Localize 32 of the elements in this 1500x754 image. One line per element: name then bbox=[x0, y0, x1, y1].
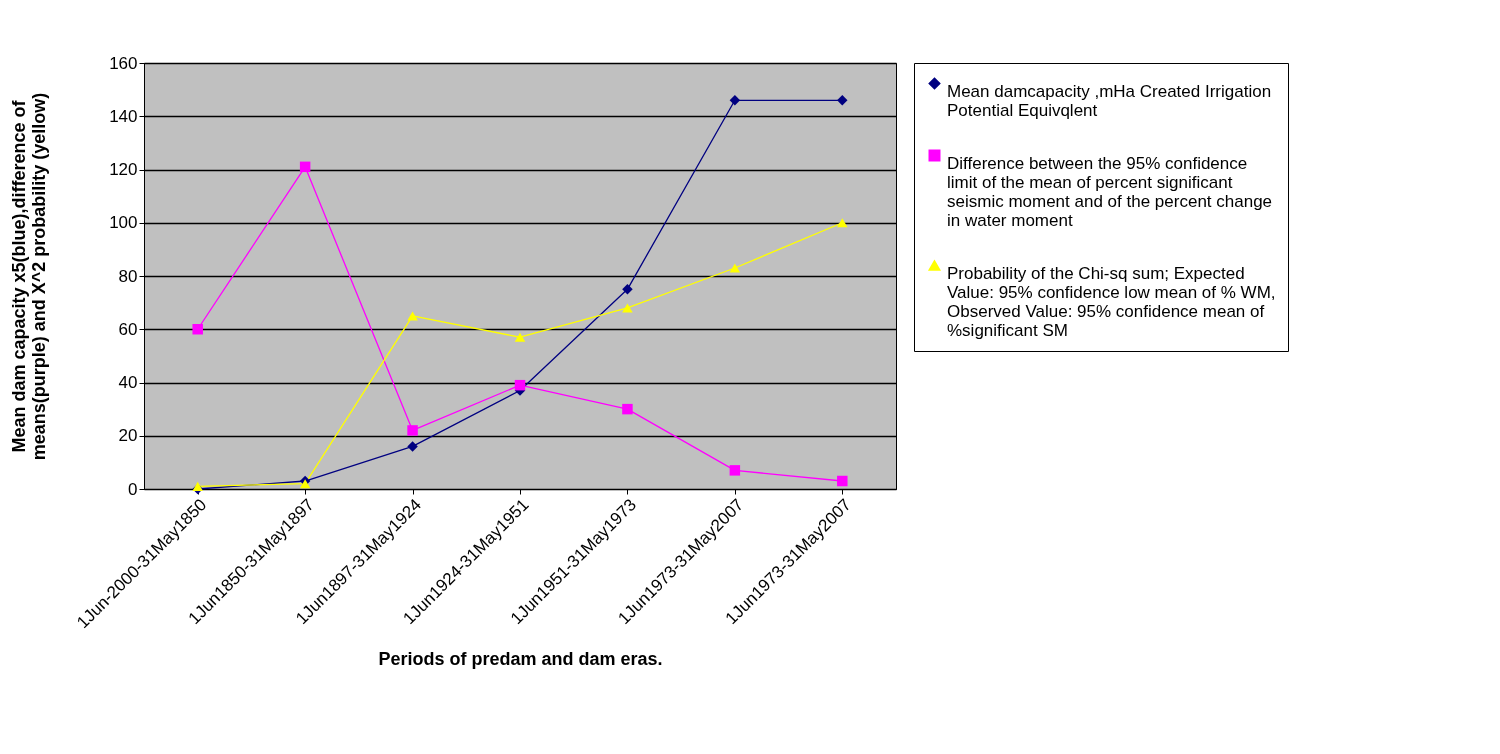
point bbox=[837, 218, 848, 228]
point bbox=[729, 465, 741, 476]
y-tick-label: 60 bbox=[118, 319, 138, 339]
point bbox=[299, 161, 311, 173]
y-tick-label: 120 bbox=[109, 160, 138, 179]
point bbox=[622, 284, 633, 295]
y-tick-label: 140 bbox=[109, 106, 138, 126]
point bbox=[729, 263, 741, 273]
y-tick-label: 0 bbox=[128, 479, 138, 499]
point bbox=[514, 332, 526, 342]
point bbox=[407, 441, 418, 452]
y-tick-label: 100 bbox=[109, 213, 138, 233]
point bbox=[729, 95, 741, 106]
x-axis-title: Periods of predam and dam eras. bbox=[378, 649, 663, 670]
y-tick-label: 80 bbox=[118, 266, 138, 286]
point bbox=[622, 303, 633, 313]
point bbox=[837, 475, 848, 487]
point bbox=[514, 379, 526, 391]
y-tick-label: 160 bbox=[109, 53, 138, 73]
y-tick-label: 40 bbox=[118, 373, 138, 392]
legend-label: Difference between the 95% confidence limit of the mean of percent significant seismic moment and of the percent change in water moment bbox=[947, 153, 1273, 230]
y-tick-label: 20 bbox=[118, 426, 138, 446]
point bbox=[192, 481, 203, 491]
point bbox=[192, 324, 203, 335]
point bbox=[299, 479, 311, 489]
point bbox=[622, 403, 633, 415]
point bbox=[407, 425, 418, 436]
legend-label: Mean damcapacity ,mHa Created Irrigation Potential Equivqlent bbox=[947, 81, 1272, 120]
point bbox=[407, 311, 418, 321]
y-axis-title: Mean dam capacity x5(blue),difference of means(purple) and X^2 probability (yellow) bbox=[9, 92, 50, 461]
legend-label: Probability of the Chi-sq sum; Expected Value: 95% confidence low mean of % WM, Observed Value: 95% confidence mean of %significant SM bbox=[947, 263, 1276, 340]
point bbox=[837, 95, 848, 106]
